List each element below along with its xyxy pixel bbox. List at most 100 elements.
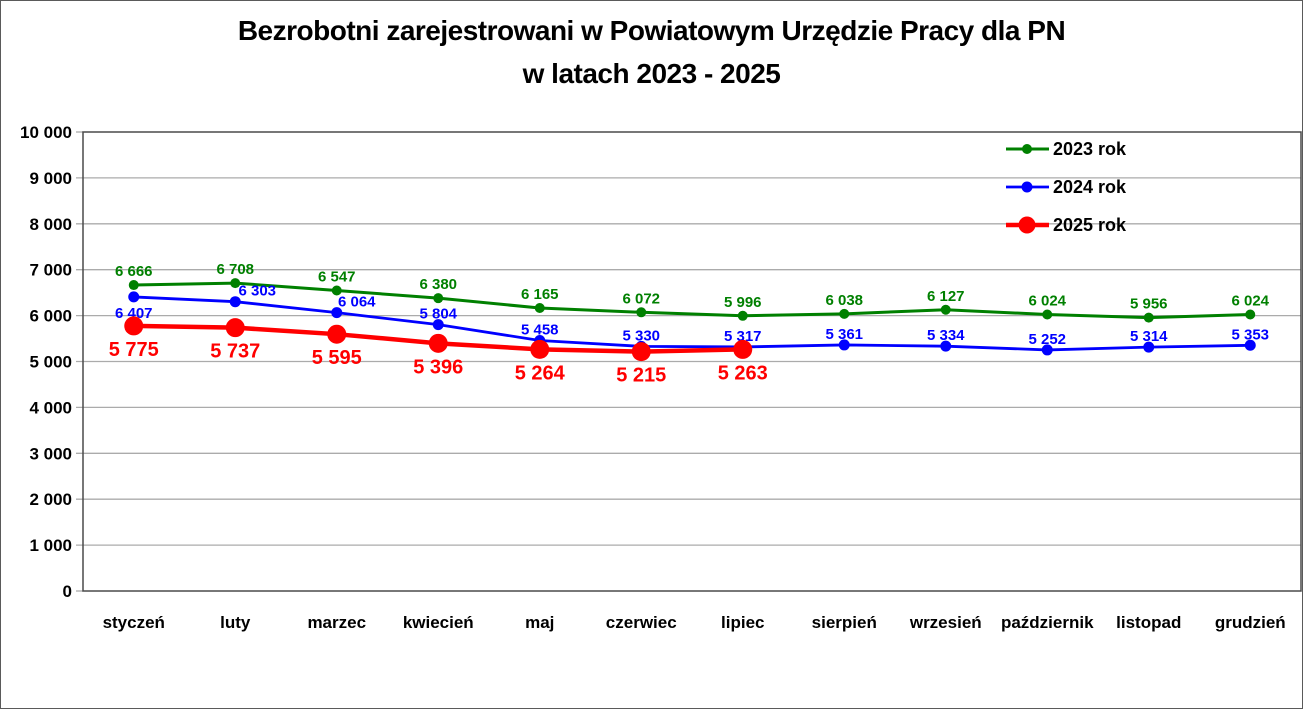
data-label: 6 038 [825,292,863,309]
data-label: 5 804 [419,306,457,323]
data-label: 6 380 [419,276,457,293]
data-point [128,280,139,291]
legend-item-2023-rok: 2023 rok [1006,139,1127,159]
data-label: 5 314 [1130,328,1168,345]
x-axis-label: luty [220,613,251,632]
y-axis-tick-label: 0 [63,582,72,601]
series-2025-rok: 5 775 5 737 5 595 5 396 5 264 5 215 5 263 [109,316,768,387]
data-label: 5 361 [825,326,863,343]
data-point [636,307,647,318]
data-point [733,339,753,359]
y-axis-tick-label: 3 000 [29,444,72,463]
data-point [230,278,241,289]
data-point [1143,312,1154,323]
y-axis-tick-label: 7 000 [29,261,72,280]
data-label: 6 708 [216,261,254,278]
series-2023-rok: 6 666 6 708 6 547 6 380 6 165 6 072 5 996 6 038… [115,261,1270,323]
data-point [229,296,241,308]
legend-label: 2024 rok [1053,177,1127,197]
data-point [428,333,448,353]
data-label: 5 737 [210,341,260,363]
data-point [839,308,850,319]
data-point [225,318,245,338]
data-label: 5 996 [724,294,762,311]
legend-marker-dot [1018,216,1036,234]
data-point [940,304,951,315]
data-label: 6 127 [927,288,965,305]
x-axis-label: grudzień [1215,613,1286,632]
data-point [124,316,144,336]
data-point [1041,344,1053,356]
legend-item-2025-rok: 2025 rok [1006,215,1127,235]
data-label: 6 303 [238,283,276,300]
chart-title-line1: Bezrobotni zarejestrowani w Powiatowym U… [237,15,1066,46]
x-axis-label: maj [525,613,554,632]
data-label: 6 666 [115,263,153,280]
data-label: 5 458 [521,321,559,338]
data-point [433,293,444,304]
data-label: 6 407 [115,305,153,322]
data-point [534,303,545,314]
y-axis-tick-label: 2 000 [29,490,72,509]
data-label: 6 072 [622,290,660,307]
chart-title: Bezrobotni zarejestrowani w Powiatowym U… [1,9,1302,95]
data-point [838,339,850,351]
data-label: 6 547 [318,268,356,285]
data-label: 6 024 [1028,292,1066,309]
legend-label: 2025 rok [1053,215,1127,235]
series-line [133,281,1251,320]
legend-label: 2023 rok [1053,139,1127,159]
series-line [133,295,1251,352]
legend-item-2024-rok: 2024 rok [1006,177,1127,197]
y-axis-tick-label: 1 000 [29,536,72,555]
data-point [1042,309,1053,320]
x-axis-label: sierpień [812,613,877,632]
y-axis-tick-label: 10 000 [20,123,72,142]
data-point [1143,341,1155,353]
x-axis-label: marzec [307,613,366,632]
data-label: 5 334 [927,327,965,344]
data-label: 6 165 [521,286,559,303]
data-label: 5 215 [616,365,666,387]
data-label: 5 330 [622,327,660,344]
x-axis-label: październik [1001,613,1094,632]
x-axis-label: czerwiec [606,613,677,632]
data-point [331,307,343,319]
data-label: 5 263 [718,362,768,384]
data-point [432,319,444,331]
data-point [327,324,347,344]
y-axis-tick-label: 8 000 [29,215,72,234]
chart-title-line2: w latach 2023 - 2025 [522,58,781,89]
y-axis-tick-label: 9 000 [29,169,72,188]
y-axis-tick-label: 4 000 [29,398,72,417]
x-axis-label: lipiec [721,613,764,632]
x-axis-label: wrzesień [909,613,982,632]
data-point [737,310,748,321]
data-label: 6 024 [1231,292,1269,309]
legend-marker-dot [1021,181,1033,193]
data-label: 5 956 [1130,296,1168,313]
x-axis-label: kwiecień [403,613,474,632]
x-axis-label: styczeń [103,613,165,632]
data-point [331,285,342,296]
data-point [530,339,550,359]
data-label: 5 396 [413,356,463,378]
data-label: 5 775 [109,339,159,361]
data-point [128,291,140,303]
data-point [940,340,952,352]
data-point [631,342,651,362]
y-axis-tick-label: 5 000 [29,353,72,372]
legend: 2023 rok 2024 rok 2025 rok [1006,139,1127,235]
data-label: 5 264 [515,362,566,384]
data-label: 6 064 [338,294,376,311]
plot-border [82,131,1302,592]
series-2024-rok: 6 407 6 303 6 064 5 804 5 458 5 330 5 317 5 361… [115,283,1269,356]
data-label: 5 317 [724,328,762,345]
data-label: 5 252 [1028,331,1066,348]
x-axis-label: listopad [1116,613,1181,632]
y-axis-tick-label: 6 000 [29,307,72,326]
data-label: 5 353 [1231,326,1269,343]
legend-marker-dot [1022,144,1032,154]
